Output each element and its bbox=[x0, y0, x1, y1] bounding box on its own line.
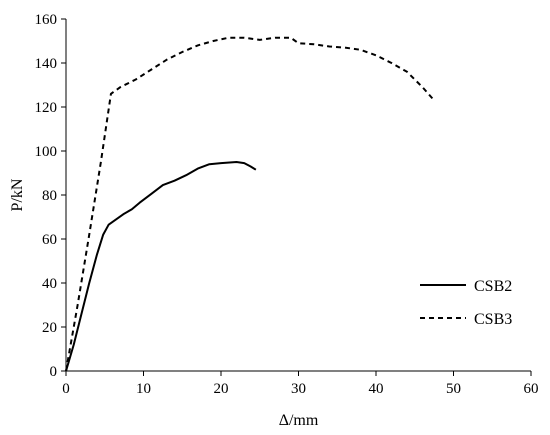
y-tick-label: 40 bbox=[42, 276, 57, 292]
y-tick-label: 0 bbox=[50, 364, 58, 380]
legend-label-csb2: CSB2 bbox=[474, 278, 512, 295]
x-tick-label: 10 bbox=[136, 381, 151, 397]
y-tick-label: 100 bbox=[35, 144, 58, 160]
y-tick-label: 160 bbox=[35, 12, 58, 28]
x-tick-label: 60 bbox=[524, 381, 539, 397]
series-group bbox=[65, 36, 435, 372]
y-tick-label: 20 bbox=[42, 320, 57, 336]
series-line-csb2 bbox=[65, 161, 257, 372]
y-tick-label: 80 bbox=[42, 188, 57, 204]
y-tick-label: 140 bbox=[35, 56, 58, 72]
x-tick-label: 30 bbox=[291, 381, 306, 397]
x-tick-label: 40 bbox=[369, 381, 384, 397]
y-tick-label: 120 bbox=[35, 100, 58, 116]
x-tick-label: 20 bbox=[214, 381, 229, 397]
series-line-csb3 bbox=[65, 36, 435, 372]
y-tick-label: 60 bbox=[42, 232, 57, 248]
legend-label-csb3: CSB3 bbox=[474, 311, 512, 328]
x-tick-label: 50 bbox=[446, 381, 461, 397]
y-axis-title: P/kN bbox=[9, 178, 26, 211]
x-axis-title: Δ/mm bbox=[279, 412, 319, 429]
axes: 0 10 20 30 40 50 60 0 20 40 60 80 100 120 140 160 bbox=[35, 12, 539, 397]
x-tick-label: 0 bbox=[62, 381, 70, 397]
legend: CSB2 CSB3 bbox=[420, 278, 512, 328]
